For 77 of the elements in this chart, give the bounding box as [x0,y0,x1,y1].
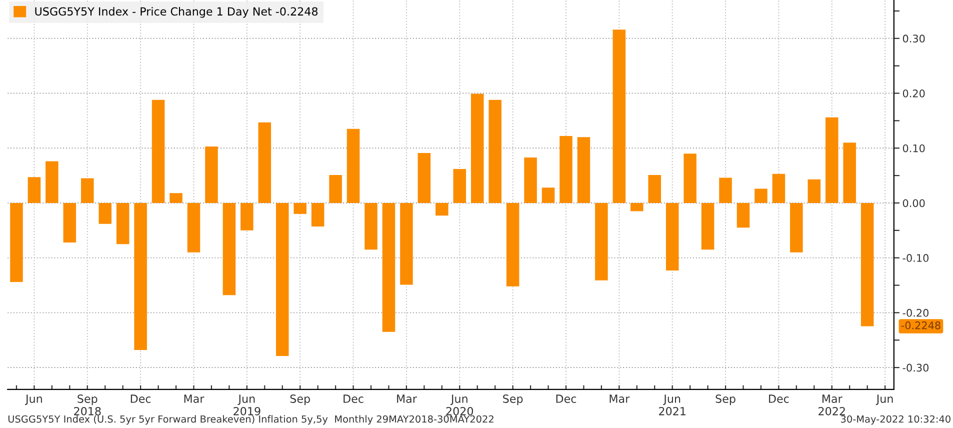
bar [81,178,94,203]
bar [346,128,360,203]
x-tick-label: Mar [397,394,417,403]
bar [222,202,236,296]
bar [46,161,58,203]
x-tick-label: Sep [716,394,736,406]
bar [170,193,182,203]
x-tick-label: Mar 2022 [818,394,845,416]
x-tick-label: Jun 2019 [234,394,260,416]
bar [400,202,413,285]
bar [134,202,147,350]
bar [684,154,696,203]
x-tick-label: Jun 2021 [659,394,686,416]
bar [418,153,431,203]
x-tick-label: Dec [769,394,789,403]
bar [719,178,732,203]
y-tick-label: 0.30 [902,34,925,43]
bar [329,174,342,203]
bar [382,202,396,332]
y-tick-label: -0.10 [902,254,929,262]
x-tick-label: Sep [290,394,310,406]
bar [28,177,41,203]
bar [630,202,644,212]
legend-label: USGG5Y5Y Index - Price Change 1 Day Net -0.2248 [35,7,318,18]
x-tick-label: Jun 2020 [446,394,474,416]
x-tick-label: Mar [184,394,204,403]
bar [595,202,608,280]
bar [701,202,714,250]
x-tick-label: Jun [24,394,42,406]
bar [542,188,555,203]
bar [205,146,218,203]
bar [560,136,572,203]
bar [825,117,838,203]
x-tick-label: Dec [130,394,151,403]
bar [453,168,466,203]
bar [860,202,874,326]
x-tick-label: Mar [610,394,630,403]
bar [736,202,750,228]
bar [843,142,856,203]
bar [577,137,590,203]
y-tick-label: -0.30 [902,364,929,372]
x-tick-label: Dec [344,394,364,403]
bar [754,188,768,203]
bar [506,202,520,286]
bar [311,202,324,227]
x-tick-label: Sep [503,394,523,406]
text: 30-May-2022 10:32:40 [841,415,950,425]
bar [612,30,626,203]
x-tick-label: Dec [556,394,576,403]
bar [648,174,661,203]
bar [63,202,76,242]
bar [116,202,130,244]
text: USGG5Y5Y Index (U.S. 5yr 5yr Forward Breakeven) Inflation 5y,5y Monthly 29MAY2018-30MAY2022 [8,415,494,425]
bar [524,157,537,203]
bar [808,179,821,203]
y-tick-label: 0.20 [902,89,925,98]
bar [488,100,502,203]
bar [772,174,786,203]
bar [276,202,289,356]
bar [294,202,306,214]
bar [98,202,112,224]
y-tick-label: -0.20 [902,308,929,317]
x-tick-label: Jun [876,394,893,406]
bar [790,202,803,252]
bar [470,94,484,203]
text: -0.2248 [901,321,940,330]
y-tick-label: 0.10 [902,144,925,152]
bar [240,202,254,230]
bar [666,202,679,270]
bar [258,122,272,203]
bar [364,202,378,250]
bar [152,100,165,203]
bar [10,202,23,282]
x-tick-label: Sep 2018 [74,394,101,416]
bar [436,202,448,216]
bar [187,202,200,252]
y-tick-label: 0.00 [902,199,925,208]
